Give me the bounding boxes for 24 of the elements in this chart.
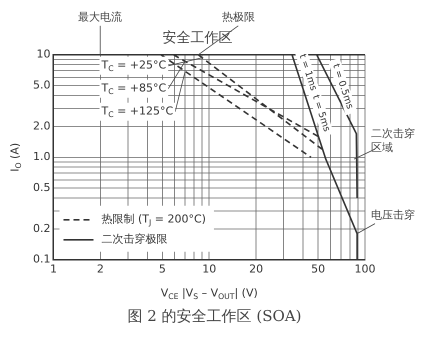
x-tick-label: 10 [202, 262, 216, 276]
x-tick-label: 1 [50, 262, 57, 276]
annotation: 热极限 [222, 10, 255, 24]
x-tick-label: 100 [354, 262, 376, 276]
annotation: 二次击穿区域 [371, 126, 415, 154]
y-tick-label: 10 [36, 48, 50, 61]
annotation: t = 1ms [296, 52, 319, 92]
x-tick-label: 5 [158, 262, 166, 276]
chart-title: 安全工作区 [162, 30, 232, 46]
y-tick-label: 0.1 [32, 252, 50, 266]
y-tick-label: 0.5 [32, 181, 50, 194]
y-tick-label: 0.2 [32, 222, 50, 235]
annotation: t = 5ms [310, 94, 332, 134]
x-tick-label: 2 [96, 262, 104, 276]
x-tick-label: 20 [249, 262, 264, 276]
annotation: 电压击穿 [371, 208, 415, 222]
x-tick-label: 50 [311, 262, 326, 276]
legend-label: 二次击穿极限 [101, 232, 168, 246]
y-tick-label: 5.0 [32, 78, 50, 92]
annotation: t = 0.5ms [330, 62, 356, 111]
caption: 图 2 的安全工作区 (SOA) [126, 307, 302, 326]
y-tick-label: 2.0 [32, 119, 50, 132]
y-tick-label: 1.0 [32, 150, 50, 164]
ref-line-label: 最大电流 [78, 10, 122, 24]
